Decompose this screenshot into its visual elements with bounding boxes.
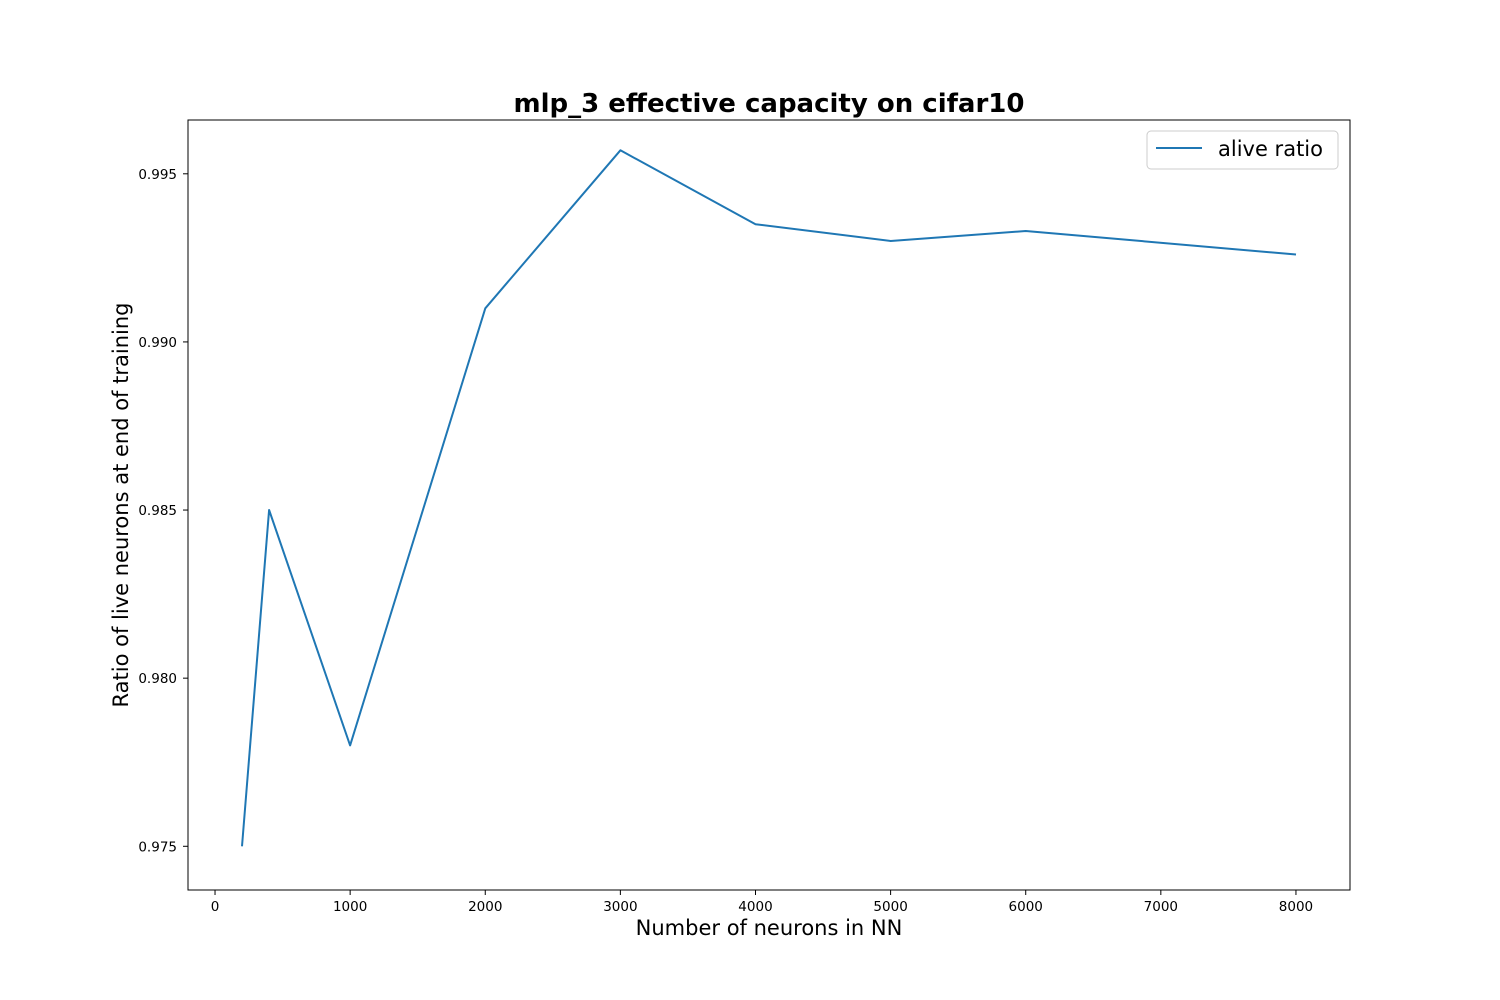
y-tick-label: 0.980: [138, 671, 177, 687]
y-tick-label: 0.995: [138, 167, 177, 183]
y-axis-label: Ratio of live neurons at end of training: [109, 303, 133, 708]
legend-box: [1146, 130, 1339, 170]
x-tick-label: 5000: [873, 899, 907, 915]
x-tick-label: 4000: [738, 899, 772, 915]
chart-title: mlp_3 effective capacity on cifar10: [514, 89, 1025, 119]
plot-area: [187, 119, 1351, 891]
y-tick-label: 0.990: [138, 335, 177, 351]
x-tick-label: 1000: [333, 899, 367, 915]
y-tick-label: 0.985: [138, 503, 177, 519]
legend-label: alive ratio: [1218, 137, 1323, 161]
x-axis-ticks: 0 1000 2000 3000 4000 5000 6000 7000 8000: [211, 890, 1313, 915]
x-axis-label: Number of neurons in NN: [636, 916, 903, 940]
x-tick-label: 0: [211, 899, 220, 915]
y-axis-ticks: 0.975 0.980 0.985 0.990 0.995: [138, 167, 188, 855]
y-tick-label: 0.975: [138, 839, 177, 855]
x-tick-label: 8000: [1279, 899, 1313, 915]
x-tick-label: 7000: [1144, 899, 1178, 915]
axes-frame: [187, 119, 1351, 891]
x-tick-label: 6000: [1009, 899, 1043, 915]
x-tick-label: 2000: [468, 899, 502, 915]
legend: alive ratio: [1146, 130, 1339, 170]
series-layer: [241, 149, 1297, 847]
x-tick-label: 3000: [603, 899, 637, 915]
